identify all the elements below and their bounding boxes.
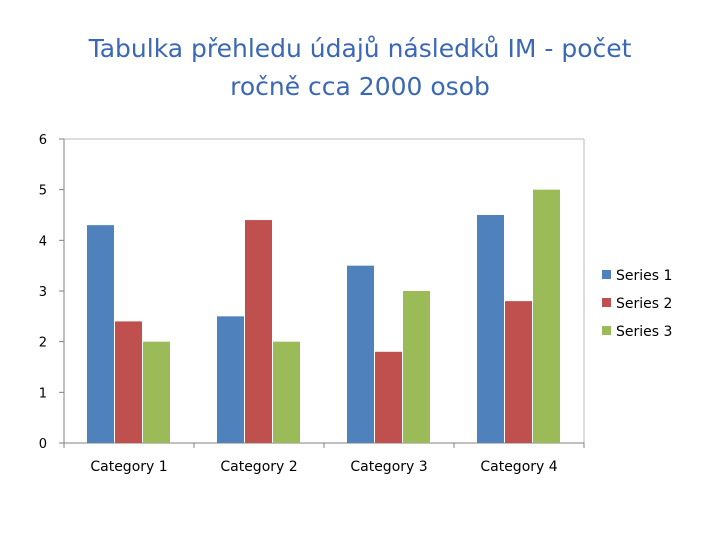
- y-tick-label: 1: [39, 386, 47, 401]
- legend-swatch: [602, 270, 611, 279]
- x-category-label: Category 3: [350, 459, 427, 475]
- bar-series-2-category-3: [375, 351, 402, 443]
- y-tick-label: 0: [39, 437, 47, 452]
- legend-swatch: [602, 326, 611, 335]
- bar-series-1-category-2: [217, 316, 244, 443]
- chart-title-line-2: ročně cca 2000 osob: [230, 72, 490, 101]
- legend-swatch: [602, 298, 611, 307]
- y-tick-label: 4: [39, 234, 47, 249]
- bar-series-3-category-2: [273, 341, 300, 443]
- plot-area: [64, 138, 585, 443]
- y-tick-label: 2: [39, 336, 47, 351]
- x-axis: Category 1 Category 2 Category 3 Category 4: [63, 442, 585, 475]
- x-category-label: Category 4: [480, 459, 557, 475]
- y-tick-label: 5: [39, 184, 47, 199]
- bar-series-2-category-2: [245, 220, 272, 443]
- legend-label: Series 3: [616, 324, 672, 340]
- bar-series-1-category-1: [87, 225, 114, 443]
- legend-label: Series 1: [616, 268, 672, 284]
- bar-series-3-category-3: [403, 291, 430, 443]
- legend: Series 1 Series 2 Series 3: [602, 268, 672, 340]
- y-axis: 0 1 2 3 4 5 6: [39, 133, 65, 452]
- bar-series-1-category-4: [477, 215, 504, 443]
- bar-series-2-category-4: [505, 301, 532, 443]
- x-category-label: Category 1: [90, 459, 167, 475]
- bars: [87, 189, 560, 443]
- chart-title: Tabulka přehledu údajů následků IM - poč…: [40, 30, 680, 106]
- legend-label: Series 2: [616, 296, 672, 312]
- bar-series-3-category-4: [533, 189, 560, 443]
- y-tick-label: 6: [39, 133, 47, 148]
- bar-series-1-category-3: [347, 265, 374, 443]
- bar-series-2-category-1: [115, 321, 142, 443]
- y-tick-label: 3: [39, 285, 47, 300]
- bar-series-3-category-1: [143, 341, 170, 443]
- chart-title-line-1: Tabulka přehledu údajů následků IM - poč…: [88, 34, 632, 63]
- x-category-label: Category 2: [220, 459, 297, 475]
